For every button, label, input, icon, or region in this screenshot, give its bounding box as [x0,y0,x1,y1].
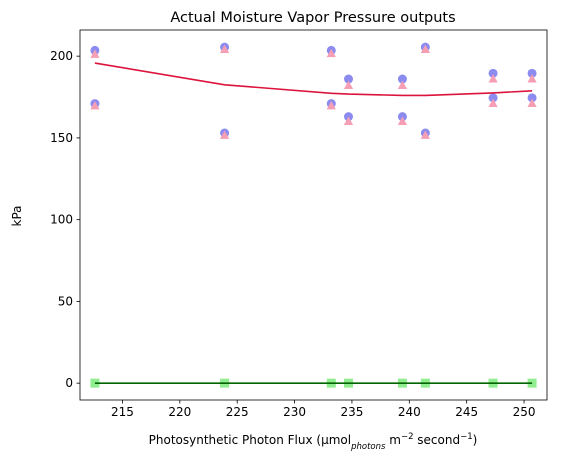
x-axis-label-sub: photons [350,442,386,452]
series-1-point-16 [527,93,537,103]
series-1-point-9 [397,74,407,84]
x-tick-label-225: 225 [226,405,249,419]
series-2-point-10 [397,116,408,125]
series-2-point-8 [343,116,354,125]
x-axis-label-sup1: −2 [401,432,414,442]
y-tick-label-200: 200 [50,49,73,63]
series-2-point-11 [420,44,430,54]
x-tick-label-230: 230 [283,405,306,419]
x-tick-label-220: 220 [168,405,191,419]
series-2-point-3 [219,44,230,54]
series-2-point-6 [326,101,336,110]
x-axis-label-suffix: ) [473,433,478,447]
x-tick-label-245: 245 [455,405,478,419]
series-2-point-5 [326,48,336,58]
x-axis-label-prefix: Photosynthetic Photon Flux (µmol [149,433,351,447]
x-tick-label-235: 235 [340,405,363,419]
series-2-point-1 [90,49,100,58]
chart-title: Actual Moisture Vapor Pressure outputs [170,10,455,26]
series-2-point-13 [488,74,498,83]
plot-frame [79,29,548,401]
y-tick-label-0: 0 [65,376,73,390]
x-tick-label-240: 240 [398,405,421,419]
series-2-point-12 [420,130,430,139]
series-2-point-15 [527,74,537,83]
series-1-point-14 [488,93,498,103]
y-tick-label-100: 100 [50,213,73,227]
series-2-point-16 [527,98,537,107]
x-tick-label-215: 215 [111,405,134,419]
series-2-point-14 [488,98,498,107]
x-axis-label-mid2: second [413,433,460,447]
series-1-point-15 [527,68,537,78]
x-axis-label-mid1: m [385,433,401,447]
series-1-point-13 [488,68,498,78]
series-2-point-7 [343,80,354,89]
series-2-point-2 [90,101,100,110]
x-axis-label-sup2: −1 [460,432,473,442]
line-series-1 [94,62,533,97]
series-1-point-7 [343,74,353,84]
x-tick-label-250: 250 [513,405,536,419]
y-tick-label-150: 150 [50,131,73,145]
series-2-point-9 [397,80,408,89]
x-axis-label: Photosynthetic Photon Flux (µmolphotons … [149,432,478,452]
series-2-point-4 [219,130,230,139]
y-axis-label: kPa [10,206,24,227]
y-tick-label-50: 50 [58,294,73,308]
